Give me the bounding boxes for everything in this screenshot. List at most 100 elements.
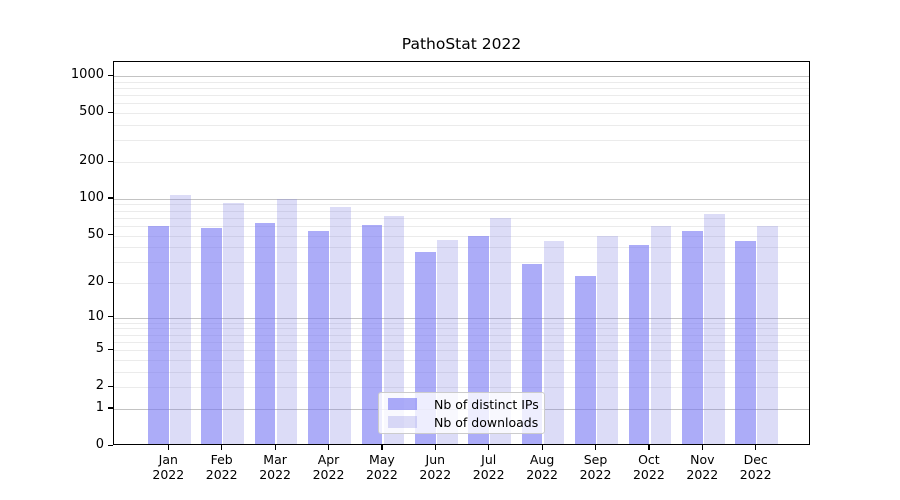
- month-label: Jun: [425, 452, 446, 467]
- gridline-minor: [114, 387, 809, 389]
- bar-ips-apr: [308, 231, 329, 444]
- x-tick-mark: [167, 445, 169, 450]
- y-tick-mark: [108, 74, 113, 76]
- year-label: 2022: [365, 467, 398, 482]
- x-tick-label-jan: Jan 2022: [142, 452, 194, 482]
- legend-item-distinct-ips: Nb of distinct IPs: [388, 397, 539, 412]
- year-label: 2022: [152, 467, 185, 482]
- x-tick-label-mar: Mar 2022: [249, 452, 301, 482]
- bar-downloads-nov: [704, 213, 725, 444]
- gridline-minor: [114, 204, 809, 206]
- x-tick-label-feb: Feb 2022: [196, 452, 248, 482]
- bar-ips-jul: [468, 235, 489, 444]
- bar-downloads-aug: [543, 241, 565, 444]
- gridline-minor: [114, 235, 809, 237]
- y-tick-label: 5: [95, 341, 104, 357]
- bar-downloads-sep: [597, 235, 618, 444]
- gridline-minor: [114, 103, 809, 105]
- month-label: Mar: [263, 452, 287, 467]
- y-tick-mark: [108, 197, 113, 199]
- y-tick-label: 10: [87, 308, 104, 324]
- x-tick-mark: [648, 445, 650, 450]
- x-tick-mark: [541, 445, 543, 450]
- gridline-minor: [114, 283, 809, 284]
- gridline-minor: [114, 371, 809, 373]
- y-tick-mark: [108, 160, 113, 162]
- y-tick-label: 200: [79, 153, 104, 168]
- y-tick-label: 0: [95, 437, 104, 452]
- x-tick-mark: [328, 445, 330, 450]
- gridline-minor: [114, 81, 809, 83]
- gridline-minor: [114, 322, 809, 324]
- year-label: 2022: [205, 467, 238, 482]
- x-tick-label-dec: Dec 2022: [730, 452, 782, 482]
- gridline-major: [114, 76, 809, 77]
- y-tick-mark: [108, 407, 113, 409]
- x-tick-label-apr: Apr 2022: [303, 452, 355, 482]
- x-tick-mark: [595, 445, 597, 450]
- gridline-minor: [114, 334, 809, 336]
- x-tick-label-jun: Jun 2022: [409, 452, 461, 482]
- bar-ips-feb: [201, 227, 222, 444]
- x-tick-label-jul: Jul 2022: [463, 452, 515, 482]
- legend-label-distinct-ips: Nb of distinct IPs: [434, 396, 539, 412]
- bar-ips-may: [361, 224, 383, 444]
- year-label: 2022: [419, 467, 452, 482]
- gridline-minor: [114, 262, 809, 264]
- legend-swatch-downloads: [388, 416, 417, 428]
- month-label: Jan: [158, 452, 178, 467]
- y-tick-label: 1: [95, 399, 104, 415]
- plot-area: [113, 61, 810, 445]
- y-tick-label: 100: [79, 189, 104, 205]
- y-tick-mark: [108, 234, 113, 236]
- bar-downloads-oct: [650, 225, 672, 444]
- bar-ips-dec: [735, 241, 756, 444]
- gridline-minor: [114, 328, 809, 330]
- bar-ips-oct: [628, 245, 650, 444]
- gridline-minor: [114, 140, 809, 142]
- month-label: Nov: [690, 452, 715, 467]
- gridline-minor: [114, 341, 809, 343]
- bar-downloads-dec: [757, 225, 778, 444]
- legend: Nb of distinct IPs Nb of downloads: [378, 392, 545, 434]
- gridline-minor: [114, 125, 809, 126]
- y-tick-label: 500: [79, 104, 104, 120]
- bar-ips-mar: [254, 223, 276, 444]
- bar-ips-sep: [575, 276, 596, 444]
- month-label: Oct: [638, 452, 660, 467]
- x-tick-label-may: May 2022: [356, 452, 408, 482]
- x-tick-mark: [381, 445, 383, 450]
- y-tick-mark: [108, 111, 113, 113]
- x-tick-label-aug: Aug 2022: [516, 452, 568, 482]
- y-tick-mark: [108, 385, 113, 387]
- legend-item-downloads: Nb of downloads: [388, 415, 538, 430]
- x-tick-mark: [274, 445, 276, 450]
- month-label: Feb: [210, 452, 233, 467]
- y-tick-label: 1000: [70, 67, 104, 82]
- year-label: 2022: [579, 467, 612, 482]
- x-tick-label-nov: Nov 2022: [676, 452, 728, 482]
- month-label: Sep: [583, 452, 608, 467]
- x-tick-mark: [221, 445, 223, 450]
- bar-downloads-jul: [490, 218, 511, 444]
- gridline-minor: [114, 210, 809, 212]
- bar-downloads-apr: [330, 206, 351, 444]
- y-tick-mark: [108, 281, 113, 283]
- year-label: 2022: [526, 467, 558, 482]
- gridline-minor: [114, 350, 809, 352]
- bar-downloads-feb: [223, 203, 244, 444]
- x-tick-label-sep: Sep 2022: [570, 452, 622, 482]
- x-tick-mark: [755, 445, 757, 450]
- gridline-minor: [114, 113, 809, 115]
- gridline-minor: [114, 225, 809, 227]
- month-label: Jul: [481, 452, 497, 467]
- year-label: 2022: [259, 467, 291, 482]
- legend-swatch-distinct-ips: [388, 398, 417, 410]
- bar-downloads-may: [383, 215, 405, 444]
- year-label: 2022: [632, 467, 665, 482]
- x-tick-label-oct: Oct 2022: [623, 452, 675, 482]
- month-label: May: [368, 452, 395, 467]
- bar-downloads-mar: [276, 198, 298, 444]
- gridline-minor: [114, 162, 809, 163]
